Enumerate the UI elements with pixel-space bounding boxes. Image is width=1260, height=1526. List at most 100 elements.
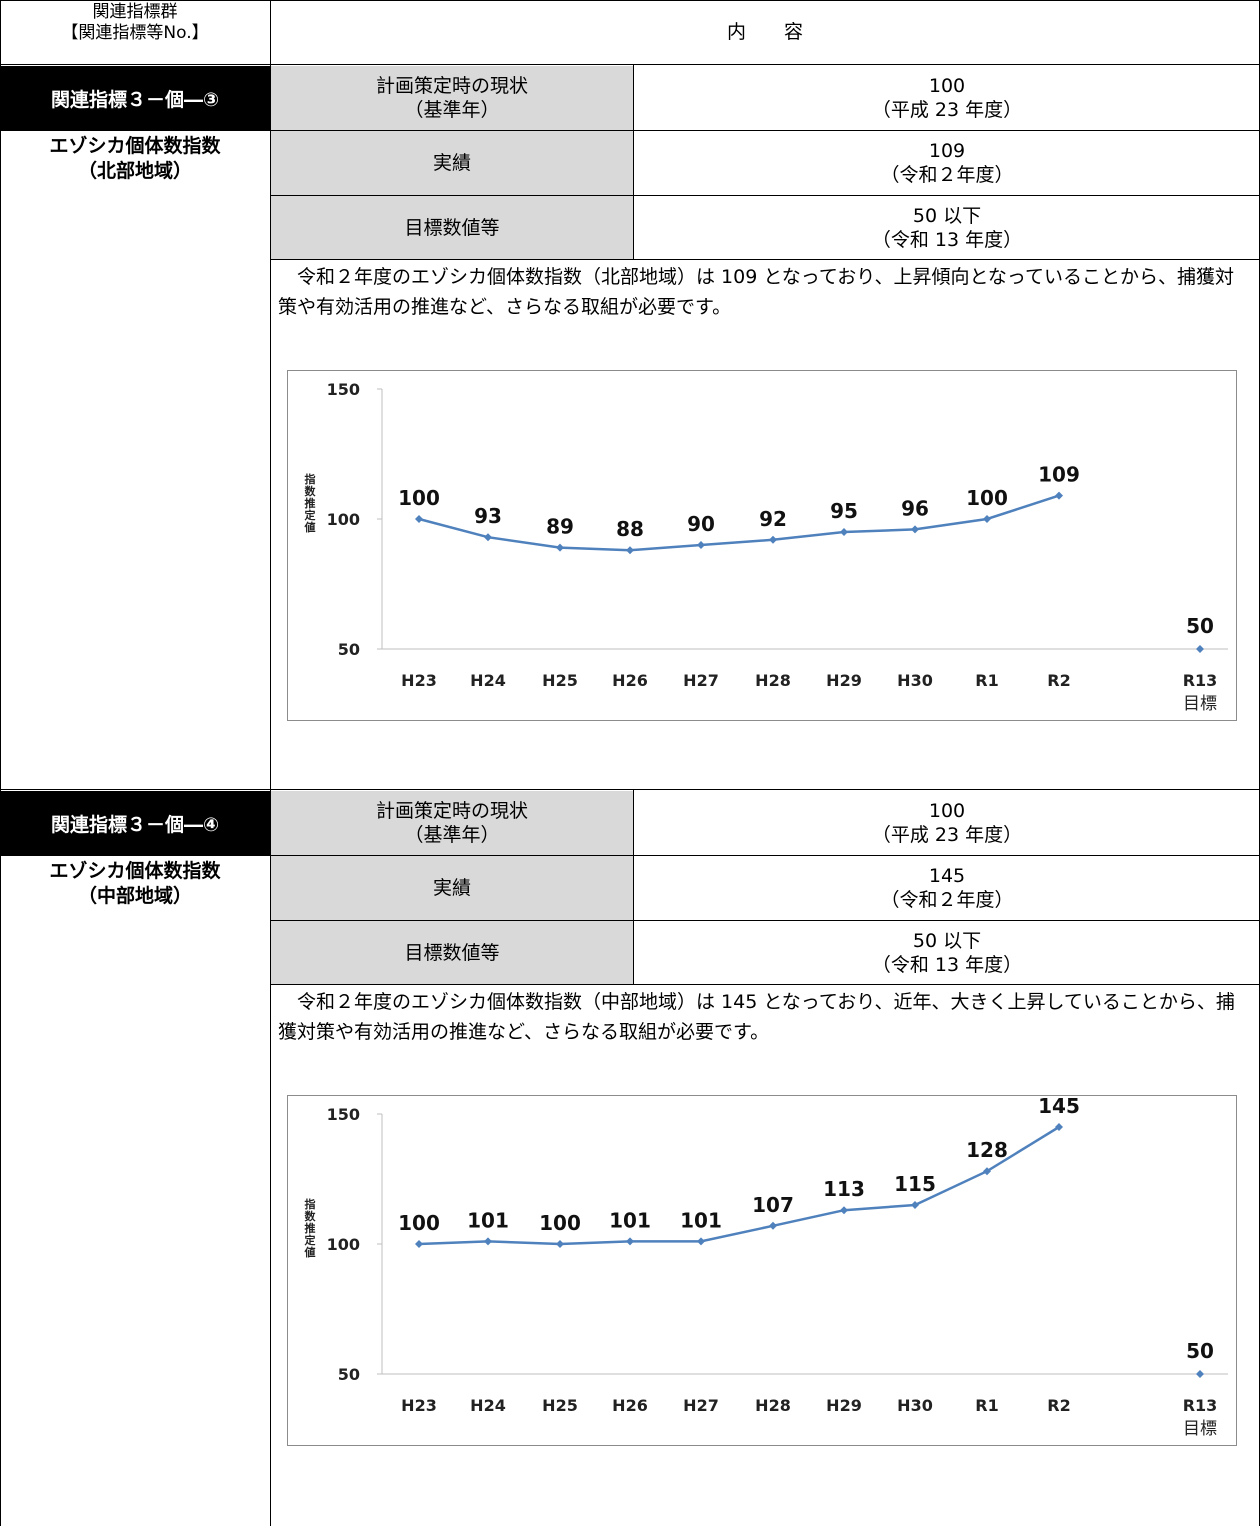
data-point	[484, 1237, 492, 1246]
data-label: 92	[759, 507, 787, 531]
row-divider	[271, 855, 1260, 856]
value-text: 100	[928, 75, 966, 97]
data-label: 128	[966, 1138, 1008, 1162]
x-tick-label: H29	[826, 671, 862, 690]
data-point	[769, 535, 777, 544]
y-tick-label: 150	[327, 1105, 360, 1124]
data-label: 115	[894, 1172, 936, 1196]
x-tick-label: H28	[755, 1396, 791, 1415]
y-axis-label: 値	[304, 1245, 316, 1259]
data-point	[840, 528, 848, 536]
x-tick-label: R1	[975, 1396, 998, 1415]
data-point	[769, 1221, 777, 1230]
indicator-name-line2: （北部地域）	[77, 160, 192, 182]
data-label: 101	[680, 1208, 722, 1232]
value-text: 100	[928, 800, 966, 822]
x-tick-label: H30	[897, 1396, 933, 1415]
indicator-badge: 関連指標３－個―③	[0, 66, 270, 131]
actual-value: 145 （令和２年度）	[634, 856, 1260, 920]
data-point	[556, 543, 564, 552]
table-border-left	[0, 0, 1, 1526]
y-axis-label: 推	[305, 496, 316, 510]
x-tick-label: R13	[1183, 671, 1218, 690]
y-axis-label: 数	[305, 484, 317, 498]
data-point	[626, 546, 634, 555]
label-subtext: （基準年）	[404, 824, 500, 846]
header-indicator-group: 関連指標群 【関連指標等No.】	[0, 2, 270, 64]
data-label: 95	[830, 499, 858, 523]
data-point	[697, 1237, 705, 1246]
x-tick-label: H27	[683, 671, 719, 690]
actual-value: 109 （令和２年度）	[634, 131, 1260, 195]
value-text: 50 以下	[912, 929, 982, 952]
baseline-label: 計画策定時の現状 （基準年）	[271, 791, 633, 855]
x-tick-label: H26	[612, 671, 648, 690]
actual-label: 実績	[271, 131, 633, 195]
row-divider	[271, 920, 1260, 921]
value-text: 109	[928, 140, 966, 162]
y-axis-label: 指	[305, 1197, 316, 1211]
value-subtext: （平成 23 年度）	[871, 824, 1023, 846]
indicator-badge: 関連指標３－個―④	[0, 791, 270, 856]
data-point	[556, 1240, 564, 1248]
target-label: 50	[1186, 614, 1214, 638]
target-point	[1196, 1370, 1204, 1378]
label-text: 目標数値等	[404, 216, 500, 239]
target-label: 目標数値等	[271, 196, 633, 259]
series-line	[418, 494, 1060, 552]
header-indicator-number: 【関連指標等No.】	[61, 23, 209, 43]
data-label: 100	[398, 486, 440, 510]
data-point	[840, 1206, 848, 1215]
data-point	[697, 541, 705, 549]
x-tick-label: H25	[542, 671, 578, 690]
x-tick-label: H27	[683, 1396, 719, 1415]
header-indicator-group-title: 関連指標群	[92, 2, 178, 22]
table-divider-vertical	[270, 0, 271, 1526]
y-axis-label: 定	[305, 508, 316, 522]
description: 令和２年度のエゾシカ個体数指数（中部地域）は 145 となっており、近年、大きく…	[278, 991, 1235, 1043]
x-tick-sublabel: 目標	[1183, 1419, 1217, 1439]
target-label: 目標数値等	[271, 921, 633, 984]
x-tick-label: R2	[1047, 671, 1070, 690]
data-label: 109	[1038, 463, 1080, 487]
x-tick-label: H23	[401, 1396, 437, 1415]
data-point	[1055, 491, 1063, 500]
description: 令和２年度のエゾシカ個体数指数（北部地域）は 109 となっており、上昇傾向とな…	[278, 266, 1234, 318]
value-subtext: （令和 13 年度）	[871, 953, 1023, 976]
actual-label: 実績	[271, 856, 633, 920]
label-text: 目標数値等	[404, 941, 500, 964]
x-tick-label: H24	[470, 1396, 506, 1415]
data-point	[415, 515, 423, 523]
label-subtext: （基準年）	[404, 99, 500, 121]
x-tick-label: R13	[1183, 1396, 1218, 1415]
data-label: 90	[687, 512, 715, 536]
data-point	[626, 1237, 634, 1246]
table-border-top	[0, 0, 1260, 1]
section-divider	[0, 789, 1260, 790]
data-label: 101	[609, 1208, 651, 1232]
cell-divider	[633, 65, 634, 260]
label-text: 実績	[432, 152, 471, 174]
data-label: 96	[901, 496, 929, 520]
data-point	[415, 1240, 423, 1248]
target-value: 50 以下 （令和 13 年度）	[634, 196, 1260, 259]
baseline-value: 100 （平成 23 年度）	[634, 791, 1260, 855]
indicator-name-line1: エゾシカ個体数指数	[49, 860, 221, 882]
indicator-name: エゾシカ個体数指数 （北部地域）	[0, 134, 270, 194]
value-subtext: （令和２年度）	[880, 889, 1014, 911]
x-tick-label: R1	[975, 671, 998, 690]
data-label: 145	[1038, 1096, 1080, 1118]
target-label: 50	[1186, 1339, 1214, 1363]
x-tick-sublabel: 目標	[1183, 694, 1217, 714]
y-axis-label: 数	[305, 1209, 317, 1223]
baseline-value: 100 （平成 23 年度）	[634, 66, 1260, 130]
x-tick-label: H30	[897, 671, 933, 690]
data-point	[911, 1201, 919, 1209]
y-axis-label: 推	[305, 1221, 316, 1235]
y-tick-label: 50	[338, 640, 360, 659]
x-tick-label: H25	[542, 1396, 578, 1415]
header-divider	[0, 64, 1260, 65]
label-text: 実績	[432, 877, 471, 899]
